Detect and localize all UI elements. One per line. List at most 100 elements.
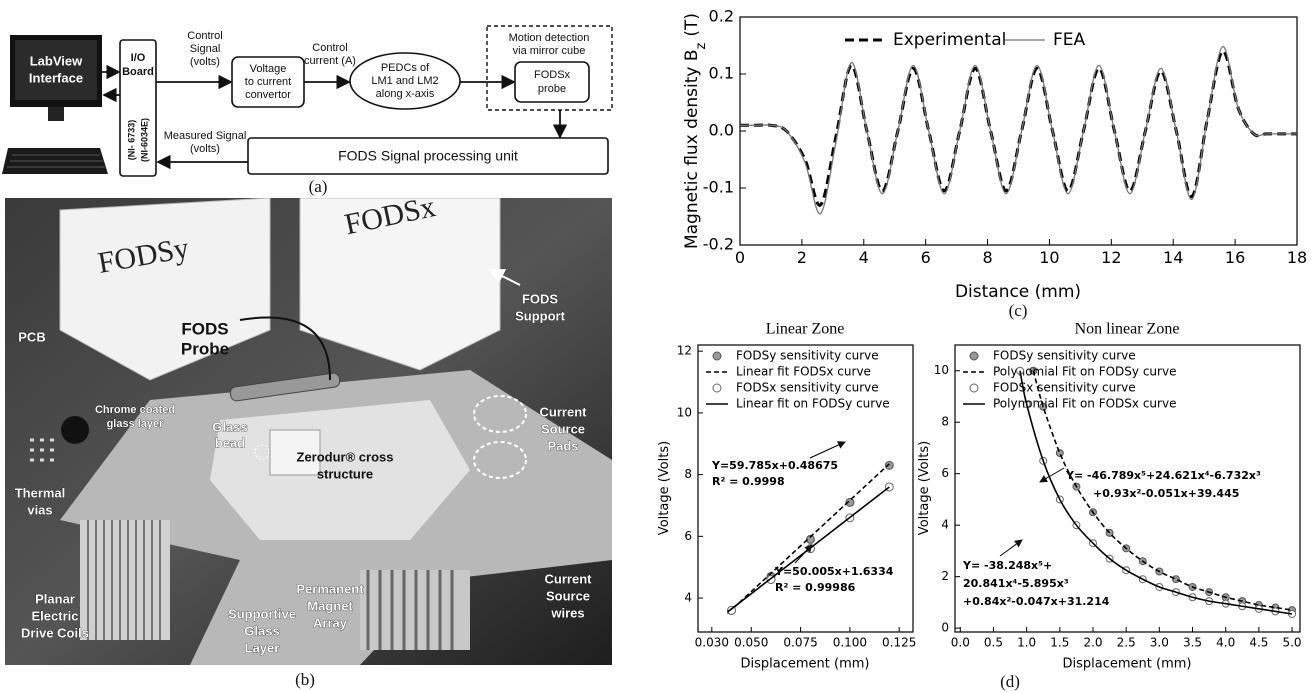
probe — [514, 61, 590, 103]
pedc — [349, 52, 461, 110]
node-label: I/O — [131, 52, 146, 64]
node-note: (NI- 6733) — [126, 120, 136, 161]
edge-label: Signal — [190, 43, 221, 55]
node-label: LM1 and LM2 — [371, 75, 438, 87]
callout: FODS — [522, 291, 558, 306]
callout: Thermal — [15, 485, 66, 500]
x-tick-label: 3.5 — [1183, 636, 1202, 650]
legend-label: FODSy sensitivity curve — [993, 349, 1136, 363]
x-axis-label: Distance (mm) — [955, 282, 1081, 302]
callout: structure — [317, 466, 373, 481]
y-axis-label-unit: (T) — [682, 13, 702, 37]
magnet-stripes — [366, 570, 454, 650]
callout: Zerodur® cross — [297, 449, 394, 464]
y-tick-label: 10 — [677, 405, 692, 419]
probe-rod — [229, 372, 341, 402]
legend-swatch — [969, 383, 979, 393]
node-label: PEDCs of — [381, 62, 430, 74]
chart: 0.0 0.5 1.0 1.5 2.0 2.5 3.0 3.5 4.0 4.5 5.0 0 2 4 6 8 10… — [917, 321, 1302, 672]
callout: Glass — [212, 419, 247, 434]
pads-ring — [473, 441, 527, 479]
node-label: Voltage — [250, 63, 287, 75]
legend-label: Linear fit on FODSy curve — [736, 397, 890, 411]
x-tick-label: 3.0 — [1150, 636, 1169, 650]
chart: 0.030 0.050 0.075 0.100 0.125 4 6 8 10 12 Linear Z… — [657, 321, 916, 672]
callout: PCB — [18, 329, 45, 344]
glass-bead-ring — [254, 444, 270, 460]
series-line — [1032, 370, 1293, 611]
legend-label: Experimental — [893, 30, 1006, 50]
callout: glass layer — [107, 418, 165, 430]
y-axis-label-sub: z — [694, 42, 709, 49]
x-tick-label: 2.0 — [1083, 636, 1102, 650]
annotation: R² = 0.9998 — [712, 475, 785, 488]
callout: Array — [313, 615, 348, 630]
annotation: R² = 0.99986 — [775, 581, 856, 594]
x-tick-label: 0.075 — [783, 636, 817, 650]
callout: Support — [515, 308, 565, 323]
x-tick-label: 1.0 — [1017, 636, 1036, 650]
x-tick-label: 14 — [1163, 248, 1183, 267]
legend-label: FODSx sensitivity curve — [993, 381, 1136, 395]
y-tick-label: 12 — [677, 344, 692, 358]
callout: Source — [541, 421, 585, 436]
annotation: +0.93x²-0.051x+39.445 — [1093, 487, 1239, 500]
edge-label: (volts) — [190, 56, 220, 68]
y-tick-label: 6 — [941, 466, 949, 480]
annotation: Y= -46.789x⁵+24.621x⁴-6.732x³ — [1065, 469, 1261, 482]
mirror-cube — [269, 429, 321, 476]
x-tick-label: 0.125 — [882, 636, 916, 650]
panel-a: LabView Interface I/O Board (NI- 6733) (… — [2, 25, 613, 196]
pads-ring — [473, 395, 527, 433]
chart-title: Linear Zone — [766, 321, 845, 338]
callout: bead — [215, 435, 245, 450]
legend-label: FEA — [1053, 30, 1086, 50]
chart: 0 2 4 6 8 10 12 14 16 18 -0.2 -0.1 0.0 0.1 0.2 Distance… — [682, 7, 1307, 303]
y-axis-label-text: Voltage (Volts) — [657, 441, 672, 535]
y-tick-label: 4 — [941, 518, 949, 532]
x-tick-label: 1.5 — [1050, 636, 1069, 650]
plot-frame — [697, 344, 914, 633]
callout: Current — [540, 404, 588, 419]
panel-label: (b) — [295, 670, 315, 689]
series-line — [740, 49, 1297, 207]
callout: Permanent — [296, 581, 364, 596]
callout: Magnet — [307, 598, 353, 613]
io-board — [119, 39, 157, 177]
node-label: along x-axis — [376, 88, 435, 100]
x-axis-label: Displacement (mm) — [741, 657, 870, 672]
callout: Glass — [244, 623, 279, 638]
pointer — [794, 544, 813, 564]
x-tick-label: 8 — [982, 248, 992, 267]
node-label: FODS Signal processing unit — [338, 148, 518, 164]
callout: Layer — [245, 640, 280, 655]
annotation: Y=50.005x+1.6334 — [774, 565, 894, 578]
series-line — [1019, 370, 1293, 615]
y-tick-label: -0.2 — [703, 235, 734, 254]
x-tick-label: 0 — [735, 248, 745, 267]
data-point — [1039, 402, 1048, 411]
node-label: Board — [122, 66, 154, 78]
node-label: probe — [538, 83, 566, 95]
screen — [15, 40, 97, 100]
x-tick-label: 16 — [1225, 248, 1245, 267]
y-tick-label: 8 — [684, 467, 692, 481]
panel-b: FODSy FODSx FODS Probe FODS Support PCB … — [5, 198, 612, 689]
x-tick-label: 0.050 — [734, 636, 768, 650]
x-tick-label: 10 — [1039, 248, 1059, 267]
x-tick-label: 5.0 — [1282, 636, 1301, 650]
pointer — [239, 316, 331, 381]
legend-label: FODSx sensitivity curve — [736, 381, 879, 395]
node-label: LabView — [30, 53, 83, 68]
pointer — [999, 539, 1023, 557]
edge-label: current (A) — [304, 55, 356, 67]
series-line — [740, 45, 1297, 215]
data-point — [1055, 449, 1064, 458]
callout: wires — [550, 605, 584, 620]
legend-swatch — [969, 351, 979, 361]
annotation: Y= -38.248x⁵+ — [962, 559, 1052, 572]
plot-frame — [954, 344, 1301, 633]
data-point — [727, 605, 737, 615]
x-tick-label: 4.0 — [1216, 636, 1235, 650]
y-tick-label: 0.2 — [709, 7, 734, 26]
